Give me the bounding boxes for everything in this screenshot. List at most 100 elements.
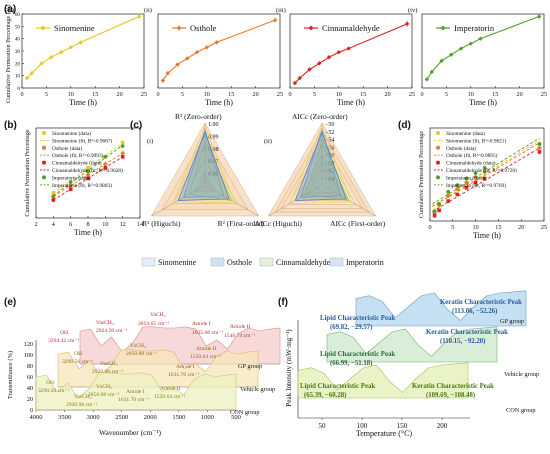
a-point (307, 67, 312, 72)
legend-label: Osthole (fit, R²=0.9895) (446, 152, 498, 159)
c-axis-label: R² (First-order) (218, 219, 265, 228)
e-xtick-label: 3500 (58, 414, 71, 421)
a-xtick-label: 20 (385, 91, 391, 98)
data-point (437, 208, 441, 213)
a-roman-0: (i) (8, 7, 14, 14)
f-annotation-name: Lipid Characteristic Peak (320, 315, 395, 322)
a-point (468, 41, 473, 46)
c-rtick: 0.96 (208, 172, 219, 178)
e-annotation: 3290.56 cm⁻¹ (62, 359, 93, 365)
e-annotation: Amide II (230, 324, 250, 330)
a-xtick-label: 25 (409, 91, 415, 98)
c-series-area (305, 140, 350, 201)
a-point (160, 78, 166, 83)
e-annotation: Amide II (196, 346, 216, 352)
legend-marker (42, 145, 46, 150)
data-point (51, 194, 56, 199)
legend-label: Cinnamaldehyde (fit, R²=0.9628) (52, 167, 123, 174)
data-point (51, 198, 56, 202)
c-legend-swatch (141, 257, 156, 267)
legend-label: Sinomenine (data) (446, 130, 485, 137)
legend-label: Imperatorin (fit, R²=0.9769) (446, 182, 506, 189)
e-annotation: 1631.70 cm⁻¹ (118, 397, 149, 403)
a-xlabel-2: Time (h) (337, 98, 365, 107)
legend-label: Cinnamaldehyde (fit, R²=0.9728) (446, 167, 517, 174)
a-xtick-label: 5 (313, 91, 316, 98)
a-point (165, 71, 170, 76)
c-legend-label: Cinnamaldehyde (276, 258, 331, 267)
legend-label: Sinomenine (fit, R²=0.9821) (446, 137, 506, 144)
a-xlabel-0: Time (h) (69, 98, 97, 107)
legend-label: Imperatorin (data) (52, 174, 91, 181)
e-annotation: Amide II (160, 386, 180, 392)
a-point (68, 45, 73, 50)
a-legend-marker-3 (440, 25, 446, 31)
a-point (214, 40, 219, 45)
a-subplot-0: 0 5 10 15 20 25 0 10 20 30 40 50 60 Time (h) Sinomenin… (15, 12, 147, 107)
e-annotation: Amide I (126, 389, 145, 395)
a-point (204, 45, 209, 50)
data-point (446, 189, 451, 194)
legend-label: Osthole (fit, R²=0.9993) (52, 152, 104, 159)
a-point (346, 46, 351, 51)
f-ylabel: Peak Intensity (mW·mg⁻¹) (285, 329, 293, 407)
a-xtick-label: 5 (181, 91, 184, 98)
a-frame-2 (289, 13, 413, 89)
a-xtick-label: 5 (45, 91, 48, 98)
data-point (68, 187, 73, 191)
a-xtick-label: 10 (468, 91, 474, 98)
e-ytick-label: 60 (27, 374, 33, 381)
data-point (103, 154, 108, 159)
data-point (454, 186, 460, 192)
e-annotation: Amide I (176, 364, 195, 370)
f-dsc-layer-1 (326, 326, 498, 363)
c-series-area (294, 131, 347, 201)
data-point (68, 183, 74, 188)
xtick-label: 10 (473, 224, 479, 231)
panel-f: (f) 50 100 150 200 Temperature (°C) Peak Inten… (278, 290, 539, 438)
a-ytick-label: 60 (15, 12, 21, 18)
xtick-label: 8 (86, 221, 89, 228)
data-point (473, 180, 478, 185)
e-annotation: VasCH₂ (96, 320, 114, 326)
a-xtick-label: 20 (517, 91, 523, 98)
legend-marker (42, 160, 46, 165)
data-point (464, 185, 469, 190)
xtick-label: 2 (34, 221, 37, 228)
c-series-area (172, 125, 236, 204)
c-radar-0: 1.00 0.99 0.98 0.97 0.96 R² (Zero-order) R² (F… (142, 112, 264, 228)
panel-label-a: (a) (4, 4, 16, 15)
legend-marker (436, 131, 440, 135)
f-annotation-name: Lipid Characteristic Peak (320, 351, 395, 358)
e-group-label: GP group (238, 363, 262, 370)
panel-label-f: (f) (278, 297, 288, 308)
f-annotation-name: Lipid Characteristic Peak (300, 383, 375, 390)
panel-c: (c) 1.00 0.99 0.98 0.97 0.96 R² (Zero-order) R²… (130, 112, 386, 267)
xtick-label: 15 (495, 224, 501, 231)
f-group-label: GP group (500, 318, 524, 325)
a-ytick-label: 30 (15, 49, 21, 55)
e-annotation: 2850.88 cm⁻¹ (88, 392, 119, 398)
a-series-line-0 (26, 15, 140, 79)
e-spectrum-layer-2 (35, 372, 237, 411)
a-ytick-label: 50 (15, 24, 21, 30)
c-rtick: 0.98 (208, 147, 219, 153)
f-annotation-name: Keratin Characteristic Peak (412, 383, 494, 390)
fit-line-3 (432, 137, 540, 205)
a-point (29, 71, 34, 76)
a-xtick-label: 10 (68, 91, 74, 98)
e-annotation: 1550.64 cm⁻¹ (154, 394, 185, 400)
a-xlabel-3: Time (h) (469, 98, 497, 107)
xtick-label: 5 (451, 224, 454, 231)
e-annotation: 2850.88 cm⁻¹ (126, 351, 157, 357)
e-annotation: VaCH₂ (150, 312, 166, 318)
e-xtick-label: 4000 (30, 414, 43, 421)
a-legend-label-1: Osthole (190, 23, 217, 33)
data-point (537, 142, 542, 146)
data-point (85, 172, 91, 178)
e-ytick-label: 20 (27, 396, 33, 403)
a-point (297, 75, 302, 81)
xtick-label: 4 (52, 221, 55, 228)
panel-a: (a)Cumulative Permeation Percentage (%) 0… (4, 4, 547, 107)
c-legend-swatch (329, 257, 344, 267)
